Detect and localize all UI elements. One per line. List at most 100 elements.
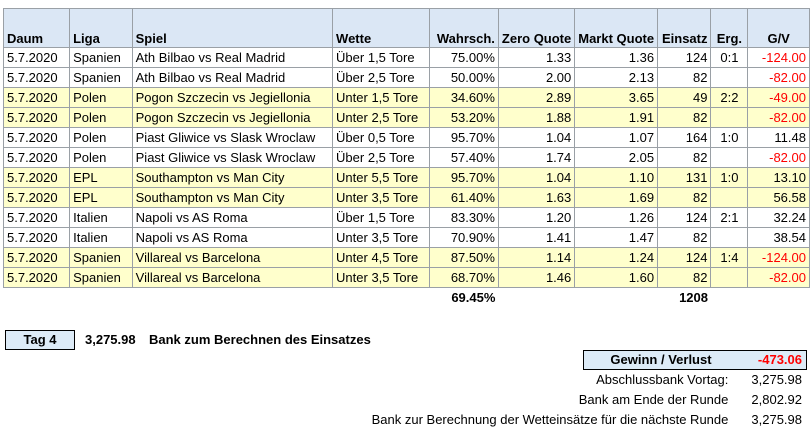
cell-result <box>710 107 749 128</box>
cell-result: 2:1 <box>710 207 749 228</box>
cell-match: Napoli vs AS Roma <box>131 227 334 248</box>
cell-league: Polen <box>69 87 133 108</box>
header-match: Spiel <box>131 8 334 48</box>
cell-probability: 95.70% <box>429 127 499 148</box>
cell-date: 5.7.2020 <box>2 47 71 68</box>
summary-prev-bank-value: 3,275.98 <box>751 372 802 387</box>
cell-match: Villareal vs Barcelona <box>131 267 334 288</box>
summary-prev-bank: Abschlussbank Vortag: 3,275.98 <box>596 370 802 389</box>
cell-date: 5.7.2020 <box>2 247 71 268</box>
cell-probability: 50.00% <box>429 67 499 88</box>
cell-bet: Über 2,5 Tore <box>332 67 431 88</box>
cell-zero-quote: 1.41 <box>497 227 576 248</box>
cell-market-quote: 1.47 <box>574 227 659 248</box>
cell-probability: 57.40% <box>429 147 499 168</box>
cell-stake: 124 <box>657 207 712 228</box>
cell-bet: Unter 1,5 Tore <box>332 87 431 108</box>
cell-match: Ath Bilbao vs Real Madrid <box>131 67 334 88</box>
totals-row: 69.45% 1208 <box>4 288 810 308</box>
cell-gv: -49.00 <box>747 87 810 108</box>
cell-stake: 82 <box>657 107 712 128</box>
cell-market-quote: 1.10 <box>574 167 659 188</box>
cell-match: Pogon Szczecin vs Jegiellonia <box>131 87 334 108</box>
table-row: 5.7.2020 Spanien Villareal vs Barcelona Unt… <box>2 247 810 268</box>
cell-market-quote: 2.13 <box>574 67 659 88</box>
table-row: 5.7.2020 Spanien Villareal vs Barcelona Unt… <box>2 267 810 288</box>
table-row: 5.7.2020 Polen Pogon Szczecin vs Jegiellon… <box>2 107 810 128</box>
cell-stake: 82 <box>657 67 712 88</box>
cell-result: 1:4 <box>710 247 749 268</box>
cell-date: 5.7.2020 <box>2 207 71 228</box>
cell-result: 0:1 <box>710 47 749 68</box>
cell-gv: -124.00 <box>747 247 810 268</box>
cell-gv: -82.00 <box>747 267 810 288</box>
cell-bet: Über 1,5 Tore <box>332 207 431 228</box>
cell-league: EPL <box>69 187 133 208</box>
cell-probability: 34.60% <box>429 87 499 108</box>
cell-bet: Unter 5,5 Tore <box>332 167 431 188</box>
cell-date: 5.7.2020 <box>2 187 71 208</box>
summary-next-bank: Bank zur Berechnung der Wetteinsätze für… <box>372 410 802 429</box>
cell-league: Spanien <box>69 267 133 288</box>
cell-gv: -82.00 <box>747 107 810 128</box>
cell-date: 5.7.2020 <box>2 167 71 188</box>
cell-zero-quote: 2.89 <box>497 87 576 108</box>
cell-probability: 68.70% <box>429 267 499 288</box>
cell-result <box>710 187 749 208</box>
cell-date: 5.7.2020 <box>2 67 71 88</box>
cell-market-quote: 1.24 <box>574 247 659 268</box>
cell-match: Ath Bilbao vs Real Madrid <box>131 47 334 68</box>
cell-stake: 164 <box>657 127 712 148</box>
header-zero-quote: Zero Quote <box>497 8 576 48</box>
cell-zero-quote: 1.14 <box>497 247 576 268</box>
header-gv: G/V <box>747 8 810 48</box>
cell-bet: Unter 4,5 Tore <box>332 247 431 268</box>
header-row: Daum Liga Spiel Wette Wahrsch. Zero Quot… <box>2 8 810 48</box>
cell-stake: 124 <box>657 47 712 68</box>
cell-league: Spanien <box>69 47 133 68</box>
cell-bet: Über 1,5 Tore <box>332 47 431 68</box>
cell-date: 5.7.2020 <box>2 127 71 148</box>
cell-zero-quote: 1.20 <box>497 207 576 228</box>
cell-stake: 49 <box>657 87 712 108</box>
cell-date: 5.7.2020 <box>2 227 71 248</box>
cell-probability: 70.90% <box>429 227 499 248</box>
cell-result <box>710 67 749 88</box>
cell-bet: Über 0,5 Tore <box>332 127 431 148</box>
table-row: 5.7.2020 Polen Piast Gliwice vs Slask Wroc… <box>2 127 810 148</box>
cell-gv: 32.24 <box>747 207 810 228</box>
total-probability: 69.45% <box>451 290 496 305</box>
cell-league: Polen <box>69 147 133 168</box>
bank-label: Bank zum Berechnen des Einsatzes <box>149 332 371 347</box>
cell-zero-quote: 1.33 <box>497 47 576 68</box>
cell-market-quote: 1.91 <box>574 107 659 128</box>
cell-zero-quote: 2.00 <box>497 67 576 88</box>
summary-prev-bank-label: Abschlussbank Vortag: <box>596 372 729 387</box>
table-row: 5.7.2020 Polen Pogon Szczecin vs Jegiellon… <box>2 87 810 108</box>
header-date: Daum <box>2 8 71 48</box>
cell-market-quote: 1.69 <box>574 187 659 208</box>
cell-match: Villareal vs Barcelona <box>131 247 334 268</box>
cell-stake: 82 <box>657 267 712 288</box>
profit-loss-label: Gewinn / Verlust <box>610 352 712 367</box>
cell-market-quote: 1.26 <box>574 207 659 228</box>
cell-zero-quote: 1.74 <box>497 147 576 168</box>
cell-probability: 95.70% <box>429 167 499 188</box>
cell-gv: -82.00 <box>747 67 810 88</box>
header-market-quote: Markt Quote <box>574 8 659 48</box>
cell-bet: Unter 3,5 Tore <box>332 267 431 288</box>
cell-gv: -82.00 <box>747 147 810 168</box>
total-stake: 1208 <box>679 290 708 305</box>
cell-market-quote: 2.05 <box>574 147 659 168</box>
cell-market-quote: 1.07 <box>574 127 659 148</box>
cell-league: Italien <box>69 227 133 248</box>
cell-gv: 56.58 <box>747 187 810 208</box>
cell-zero-quote: 1.46 <box>497 267 576 288</box>
cell-gv: 13.10 <box>747 167 810 188</box>
cell-zero-quote: 1.04 <box>497 127 576 148</box>
cell-league: Spanien <box>69 67 133 88</box>
table-row: 5.7.2020 Spanien Ath Bilbao vs Real Madrid… <box>2 67 810 88</box>
cell-date: 5.7.2020 <box>2 107 71 128</box>
cell-stake: 82 <box>657 187 712 208</box>
table-row: 5.7.2020 Italien Napoli vs AS Roma Über 1,5… <box>2 207 810 228</box>
